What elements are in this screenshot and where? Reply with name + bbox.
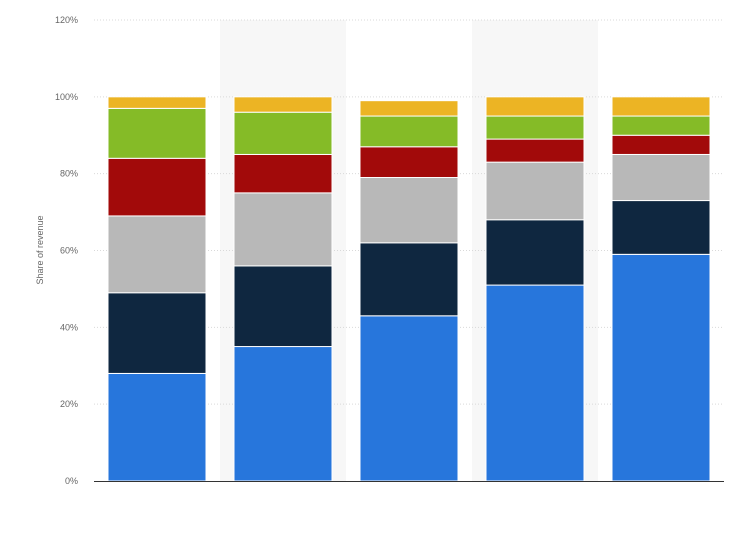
y-axis-title: Share of revenue (35, 215, 45, 284)
y-axis-tick-labels: 0% 20% 40% 60% 80% 100% 120% (55, 15, 78, 486)
bar-segment (359, 242, 459, 317)
y-tick-label: 100% (55, 92, 78, 102)
bar-segment (485, 96, 585, 117)
bar-segment (233, 153, 333, 194)
bar-segment (485, 115, 585, 140)
bar-segment (359, 146, 459, 179)
bar-segment (107, 372, 207, 482)
bar-segment (485, 219, 585, 286)
bar-segment (485, 138, 585, 163)
bar-segment (233, 265, 333, 348)
bars (107, 96, 711, 482)
bar-segment (233, 346, 333, 482)
bar-segment (359, 115, 459, 148)
y-tick-label: 60% (60, 246, 78, 256)
y-tick-label: 80% (60, 169, 78, 179)
bar-segment (359, 177, 459, 244)
bar-segment (107, 215, 207, 294)
bar-segment (611, 200, 711, 255)
bar-segment (485, 161, 585, 221)
bar-segment (611, 253, 711, 482)
bar-segment (611, 115, 711, 136)
bar-segment (107, 292, 207, 374)
bar-segment (107, 96, 207, 109)
bar-segment (107, 157, 207, 217)
y-tick-label: 120% (55, 15, 78, 25)
bar-segment (107, 107, 207, 159)
y-tick-label: 40% (60, 322, 78, 332)
bar-segment (611, 96, 711, 117)
bar-segment (485, 284, 585, 482)
bar-segment (233, 111, 333, 155)
bar-segment (233, 192, 333, 267)
bar-segment (233, 96, 333, 113)
y-tick-label: 0% (65, 476, 78, 486)
bar-segment (611, 153, 711, 202)
bar-segment (611, 134, 711, 155)
bar-segment (359, 100, 459, 117)
y-tick-label: 20% (60, 399, 78, 409)
bar-segment (359, 315, 459, 482)
